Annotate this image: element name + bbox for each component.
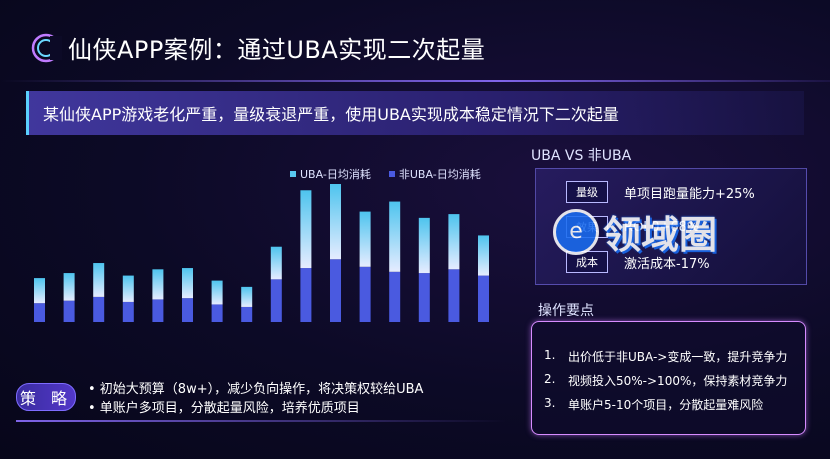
ops-item-1: 1. 出价低于非UBA->变成一致，提升竞争力 bbox=[544, 348, 787, 365]
vs-row-cost: 成本 激活成本-17% bbox=[566, 251, 710, 273]
ops-text-1: 出价低于非UBA->变成一致，提升竞争力 bbox=[568, 350, 788, 364]
strategy-line-2: • 单账户多项目，分散起量风险，培养优质项目 bbox=[88, 401, 360, 416]
legend-label-uba: UBA-日均消耗 bbox=[300, 168, 371, 181]
vs-text-effect: ROI 0+68% bbox=[624, 219, 700, 235]
bar-non-uba-5 bbox=[152, 299, 164, 322]
bar-uba-5 bbox=[152, 269, 164, 300]
header-divider bbox=[0, 80, 830, 82]
bar-non-uba-11 bbox=[330, 259, 341, 322]
bar-uba-8 bbox=[241, 286, 253, 307]
bar-uba-16 bbox=[478, 235, 489, 276]
daily-spend-bar-chart bbox=[34, 184, 489, 322]
brand-logo-icon bbox=[30, 32, 62, 64]
watermark: e 领域圈 bbox=[553, 204, 717, 259]
bar-non-uba-3 bbox=[93, 296, 105, 322]
ops-text-3: 单账户5-10个项目，分散起量难风险 bbox=[568, 398, 764, 412]
vs-text-volume: 单项目跑量能力+25% bbox=[624, 186, 755, 202]
bar-non-uba-15 bbox=[448, 269, 460, 322]
bar-non-uba-9 bbox=[270, 279, 282, 322]
ops-num-2: 2. bbox=[544, 372, 556, 386]
vs-label-volume: 量级 bbox=[566, 181, 608, 203]
strategy-line-1: • 初始大预算（8w+），减少负向操作，将决策权较给UBA bbox=[88, 382, 424, 397]
bar-non-uba-8 bbox=[241, 306, 253, 322]
watermark-logo-icon: e bbox=[553, 208, 599, 255]
bar-non-uba-4 bbox=[122, 301, 134, 322]
bar-non-uba-7 bbox=[211, 304, 223, 322]
bar-uba-6 bbox=[182, 268, 193, 299]
bar-non-uba-6 bbox=[182, 298, 193, 322]
chart-legend: UBA-日均消耗 非UBA-日均消耗 bbox=[290, 166, 481, 182]
vs-row-volume: 量级 单项目跑量能力+25% bbox=[566, 181, 755, 203]
summary-banner: 某仙侠APP游戏老化严重，量级衰退严重，使用UBA实现成本稳定情况下二次起量 bbox=[26, 91, 804, 135]
bar-uba-9 bbox=[270, 246, 282, 280]
ops-item-3: 3. 单账户5-10个项目，分散起量难风险 bbox=[544, 396, 763, 413]
vs-title: UBA VS 非UBA bbox=[531, 148, 632, 164]
bar-non-uba-1 bbox=[34, 303, 45, 322]
bar-uba-7 bbox=[211, 280, 223, 305]
bar-non-uba-2 bbox=[63, 300, 75, 322]
page-header: 仙侠APP案例：通过UBA实现二次起量 bbox=[30, 30, 485, 65]
watermark-text: 领域圈 bbox=[603, 213, 718, 257]
ops-num-1: 1. bbox=[544, 348, 556, 362]
legend-item-non-uba: 非UBA-日均消耗 bbox=[388, 166, 481, 182]
legend-swatch-non-uba bbox=[388, 171, 395, 177]
bar-uba-10 bbox=[300, 190, 312, 269]
bar-uba-14 bbox=[418, 217, 430, 274]
vs-text-cost: 激活成本-17% bbox=[624, 256, 710, 272]
ops-title: 操作要点 bbox=[538, 303, 594, 319]
strategy-tag: 策 略 bbox=[16, 383, 76, 411]
bar-non-uba-16 bbox=[478, 275, 489, 322]
ops-item-2: 2. 视频投入50%->100%，保持素材竞争力 bbox=[544, 372, 787, 389]
ops-text-2: 视频投入50%->100%，保持素材竞争力 bbox=[568, 374, 788, 388]
bar-non-uba-14 bbox=[418, 273, 430, 322]
legend-swatch-uba bbox=[290, 171, 296, 177]
bar-non-uba-10 bbox=[300, 268, 312, 322]
strategy-section: 策 略 • 初始大预算（8w+），减少负向操作，将决策权较给UBA • 单账户多… bbox=[16, 378, 506, 430]
bar-uba-2 bbox=[63, 273, 75, 301]
bar-uba-4 bbox=[122, 275, 134, 302]
ops-num-3: 3. bbox=[544, 396, 556, 410]
legend-item-uba: UBA-日均消耗 bbox=[290, 166, 371, 182]
legend-label-non-uba: 非UBA-日均消耗 bbox=[398, 168, 481, 181]
bar-uba-1 bbox=[34, 278, 45, 304]
strategy-divider bbox=[16, 420, 506, 422]
bar-non-uba-13 bbox=[389, 271, 401, 322]
bar-non-uba-12 bbox=[359, 266, 371, 322]
bar-uba-13 bbox=[389, 201, 401, 272]
summary-text: 某仙侠APP游戏老化严重，量级衰退严重，使用UBA实现成本稳定情况下二次起量 bbox=[43, 105, 619, 124]
bar-uba-12 bbox=[359, 211, 371, 267]
bar-uba-3 bbox=[93, 263, 105, 297]
vs-label-cost: 成本 bbox=[566, 251, 608, 273]
bar-uba-15 bbox=[448, 214, 460, 270]
bar-uba-11 bbox=[330, 184, 341, 260]
ops-box: 1. 出价低于非UBA->变成一致，提升竞争力 2. 视频投入50%->100%… bbox=[531, 321, 806, 435]
page-title: 仙侠APP案例：通过UBA实现二次起量 bbox=[68, 36, 486, 64]
